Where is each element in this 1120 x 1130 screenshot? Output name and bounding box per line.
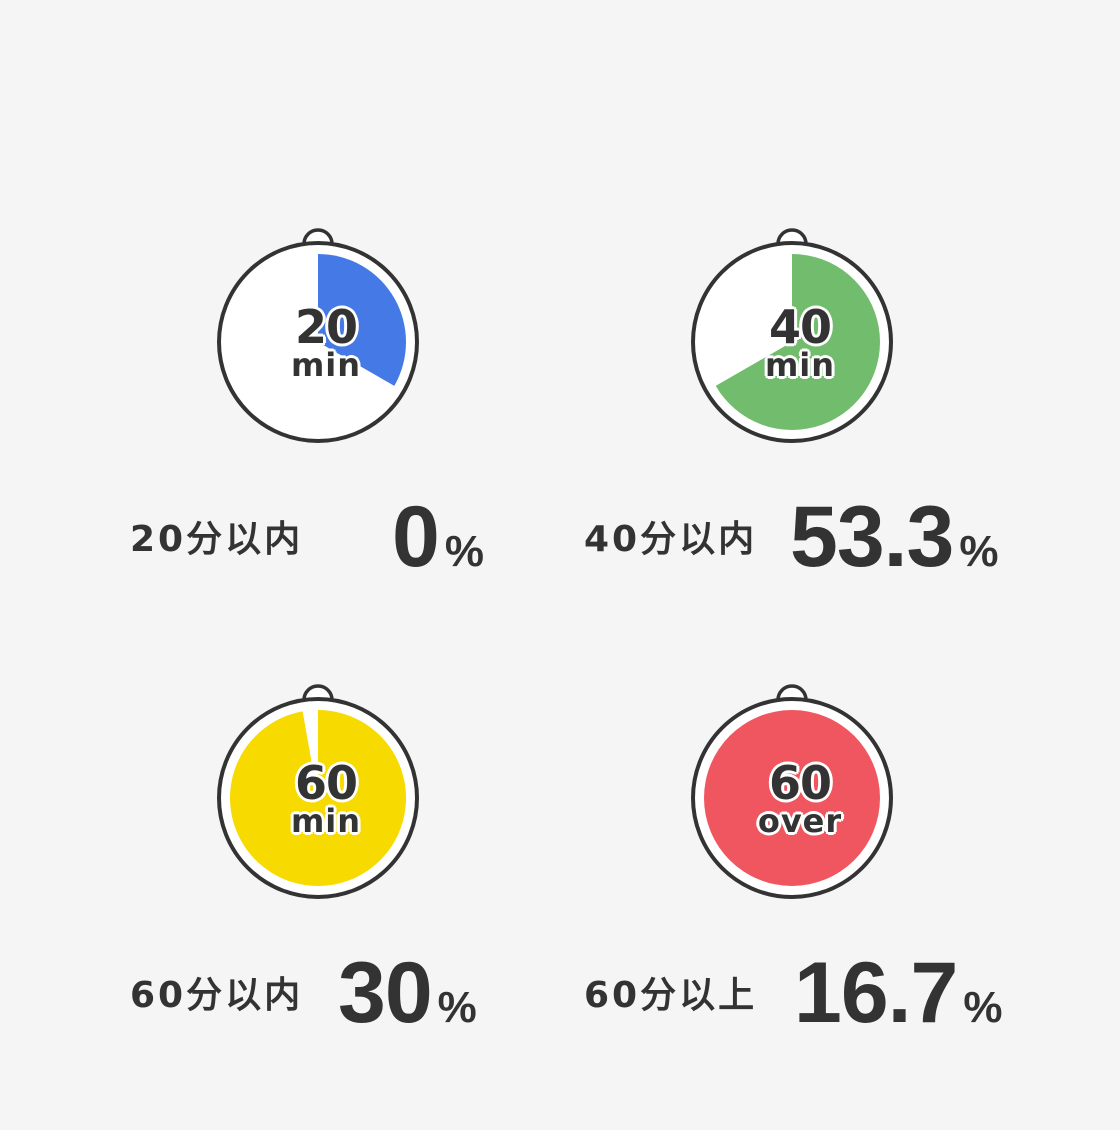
percent-sign: %: [437, 983, 477, 1032]
timer-number: 60: [768, 756, 832, 810]
stopwatch-graphic: [691, 684, 893, 899]
progress-wedge: [715, 254, 881, 430]
stat-value: 0%: [392, 494, 484, 580]
stopwatch-icon: 20 min: [216, 224, 436, 454]
stopwatch-crown: [302, 228, 334, 245]
stat-card-20min: 20 min 20分以内 0%: [130, 224, 650, 604]
stopwatch-crown: [776, 228, 808, 245]
timer-number: 20: [294, 300, 358, 354]
stat-card-60min: 60 min 60分以内 30%: [130, 680, 650, 1060]
stopwatch-icon: 60 min: [216, 680, 436, 910]
timer-unit: min: [290, 802, 362, 840]
stat-card-40min: 40 min 40分以内 53.3%: [584, 224, 1104, 604]
stopwatch-graphic: [217, 684, 419, 899]
stat-label: 40分以内: [584, 519, 758, 560]
percent-sign: %: [963, 983, 1002, 1032]
stopwatch-graphic: [691, 228, 893, 443]
stat-card-60over: 60 over 60分以上 16.7%: [584, 680, 1104, 1060]
timer-number: 40: [768, 300, 832, 354]
stat-value: 16.7%: [794, 950, 1003, 1036]
stopwatch-crown: [776, 684, 808, 701]
timer-number: 60: [294, 756, 358, 810]
timer-unit: min: [290, 346, 362, 384]
stat-label: 60分以内: [130, 975, 304, 1016]
stopwatch-icon: 40 min: [690, 224, 910, 454]
progress-wedge: [230, 710, 407, 886]
stat-number: 16.7: [794, 945, 958, 1041]
stat-number: 0: [392, 489, 440, 585]
percent-sign: %: [959, 527, 998, 576]
stat-label: 60分以上: [584, 975, 758, 1016]
stopwatch-graphic: [217, 228, 419, 443]
stat-value: 30%: [338, 950, 477, 1036]
timer-unit: min: [764, 346, 836, 384]
stat-number: 30: [338, 945, 433, 1041]
percent-sign: %: [444, 527, 484, 576]
stat-label: 20分以内: [130, 519, 304, 560]
stopwatch-crown: [302, 684, 334, 701]
progress-wedge: [318, 254, 406, 386]
stat-number: 53.3: [790, 489, 954, 585]
stat-value: 53.3%: [790, 494, 999, 580]
progress-wedge: [704, 710, 880, 886]
stopwatch-icon: 60 over: [690, 680, 910, 910]
timer-unit: over: [757, 802, 843, 840]
